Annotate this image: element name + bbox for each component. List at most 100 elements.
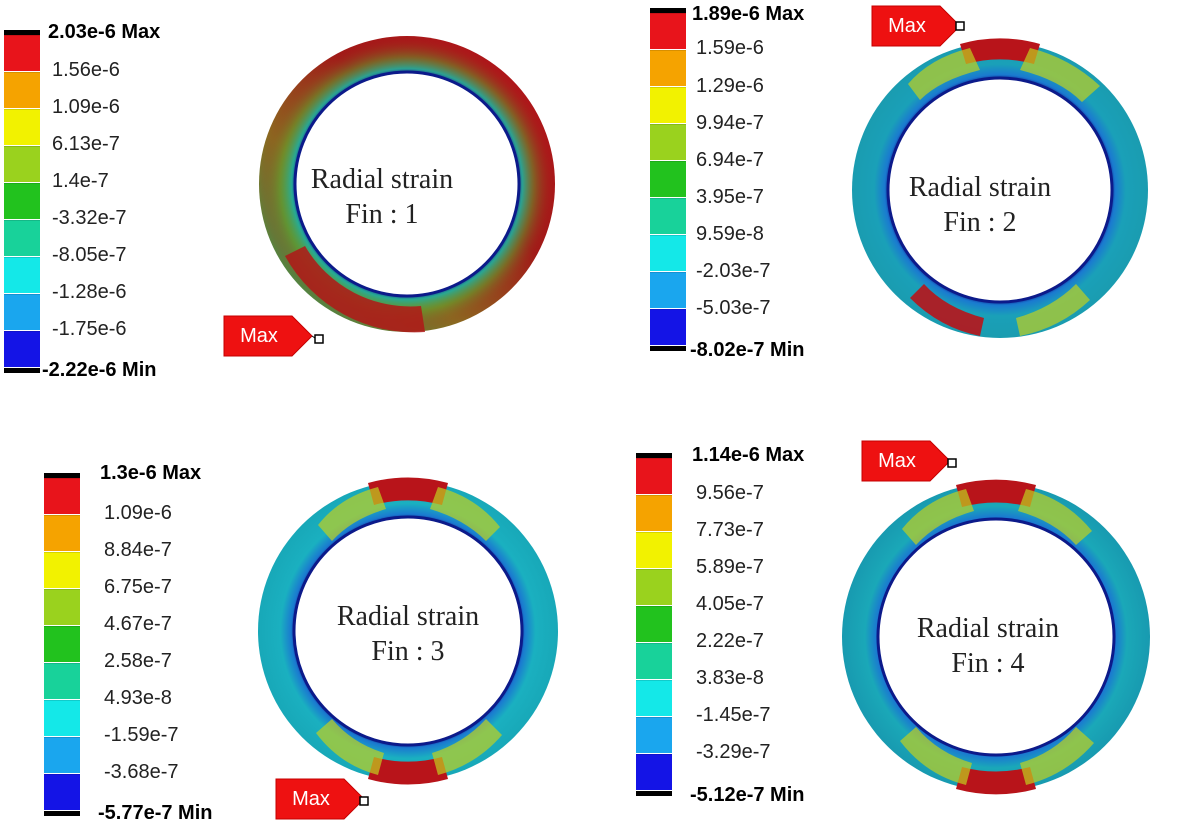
legend-band	[636, 606, 672, 642]
legend-color-scale	[636, 453, 672, 799]
legend-band	[650, 161, 686, 197]
legend-top-cap	[636, 453, 672, 458]
legend-label: -3.32e-7	[52, 207, 127, 229]
legend-label: -8.05e-7	[52, 244, 127, 266]
caption-fin-number: Fin : 4	[951, 648, 1025, 679]
panel-fin-3: 1.3e-6 Max 1.09e-6 8.84e-7 6.75e-7 4.67e…	[0, 413, 600, 826]
legend-band	[636, 717, 672, 753]
legend-band	[636, 532, 672, 568]
legend-band	[44, 700, 80, 736]
legend-label: 6.75e-7	[104, 576, 172, 598]
legend-label: -5.03e-7	[696, 297, 771, 319]
legend-band	[44, 737, 80, 773]
caption-title: Radial strain	[336, 601, 480, 632]
legend-band	[44, 515, 80, 551]
legend-label: 1.56e-6	[52, 59, 120, 81]
legend-band	[4, 257, 40, 293]
max-marker-tag	[861, 440, 957, 482]
legend-bottom-cap	[4, 368, 40, 373]
legend-bottom-cap	[44, 811, 80, 816]
legend-label: 6.13e-7	[52, 133, 120, 155]
legend-bottom-cap	[650, 346, 686, 351]
legend-band	[44, 774, 80, 810]
legend-max-label: 2.03e-6 Max	[48, 21, 161, 43]
legend-label: 3.95e-7	[696, 186, 764, 208]
legend-label: 4.67e-7	[104, 613, 172, 635]
diagram-caption: Radial strain Fin : 1	[272, 162, 492, 232]
legend-label: -1.59e-7	[104, 724, 179, 746]
legend-max-label: 1.89e-6 Max	[692, 3, 805, 25]
caption-title: Radial strain	[908, 172, 1052, 203]
legend-label: 6.94e-7	[696, 149, 764, 171]
legend-color-scale	[4, 30, 40, 376]
legend-label: 4.05e-7	[696, 593, 764, 615]
legend-label: -2.03e-7	[696, 260, 771, 282]
legend-min-label: -5.77e-7 Min	[98, 802, 213, 824]
legend-band	[44, 478, 80, 514]
diagram-caption: Radial strain Fin : 4	[878, 611, 1098, 681]
legend-min-label: -2.22e-6 Min	[42, 359, 157, 381]
max-marker-tag	[871, 5, 965, 47]
legend-min-label: -8.02e-7 Min	[690, 339, 805, 361]
legend-label: 8.84e-7	[104, 539, 172, 561]
caption-fin-number: Fin : 1	[345, 199, 419, 230]
legend-min-label: -5.12e-7 Min	[690, 784, 805, 806]
legend-band	[636, 754, 672, 790]
legend-band	[636, 569, 672, 605]
legend-color-scale	[650, 8, 686, 354]
legend-band	[650, 50, 686, 86]
legend-label: 9.56e-7	[696, 482, 764, 504]
legend-band	[4, 72, 40, 108]
diagram-caption: Radial strain Fin : 3	[298, 599, 518, 669]
legend-label: 2.58e-7	[104, 650, 172, 672]
legend-band	[636, 680, 672, 716]
legend-label: 1.09e-6	[52, 96, 120, 118]
legend-label: -1.75e-6	[52, 318, 127, 340]
radial-strain-ring	[258, 477, 558, 785]
legend-band	[650, 198, 686, 234]
caption-fin-number: Fin : 2	[943, 207, 1017, 238]
diagram-caption: Radial strain Fin : 2	[870, 170, 1090, 240]
panel-fin-4: 1.14e-6 Max 9.56e-7 7.73e-7 5.89e-7 4.05…	[600, 413, 1200, 826]
legend-top-cap	[44, 473, 80, 478]
legend-bottom-cap	[636, 791, 672, 796]
legend-label: 7.73e-7	[696, 519, 764, 541]
legend-band	[650, 124, 686, 160]
legend-band	[636, 495, 672, 531]
legend-band	[636, 458, 672, 494]
legend-color-scale	[44, 473, 80, 819]
radial-strain-ring	[852, 38, 1148, 338]
legend-label: -3.68e-7	[104, 761, 179, 783]
caption-title: Radial strain	[310, 164, 454, 195]
legend-max-label: 1.3e-6 Max	[100, 462, 202, 484]
legend-label: -3.29e-7	[696, 741, 771, 763]
legend-label: 5.89e-7	[696, 556, 764, 578]
legend-label: 3.83e-8	[696, 667, 764, 689]
panel-fin-2: 1.89e-6 Max 1.59e-6 1.29e-6 9.94e-7 6.94…	[600, 0, 1200, 413]
panel-fin-1: 2.03e-6 Max 1.56e-6 1.09e-6 6.13e-7 1.4e…	[0, 0, 600, 413]
max-marker-tag	[223, 315, 324, 357]
legend-band	[44, 589, 80, 625]
legend-max-label: 1.14e-6 Max	[692, 444, 805, 466]
legend-label: 1.09e-6	[104, 502, 172, 524]
legend-top-cap	[4, 30, 40, 35]
legend-band	[650, 309, 686, 345]
caption-title: Radial strain	[916, 613, 1060, 644]
legend-band	[44, 552, 80, 588]
legend-label: 1.29e-6	[696, 75, 764, 97]
legend-label: 9.59e-8	[696, 223, 764, 245]
legend-band	[4, 331, 40, 367]
legend-band	[650, 272, 686, 308]
legend-band	[650, 235, 686, 271]
legend-band	[650, 87, 686, 123]
legend-label: 2.22e-7	[696, 630, 764, 652]
legend-band	[4, 35, 40, 71]
legend-band	[4, 294, 40, 330]
legend-label: -1.28e-6	[52, 281, 127, 303]
legend-band	[44, 663, 80, 699]
legend-label: 1.59e-6	[696, 37, 764, 59]
legend-band	[650, 13, 686, 49]
legend-band	[44, 626, 80, 662]
caption-fin-number: Fin : 3	[371, 636, 445, 667]
legend-top-cap	[650, 8, 686, 13]
